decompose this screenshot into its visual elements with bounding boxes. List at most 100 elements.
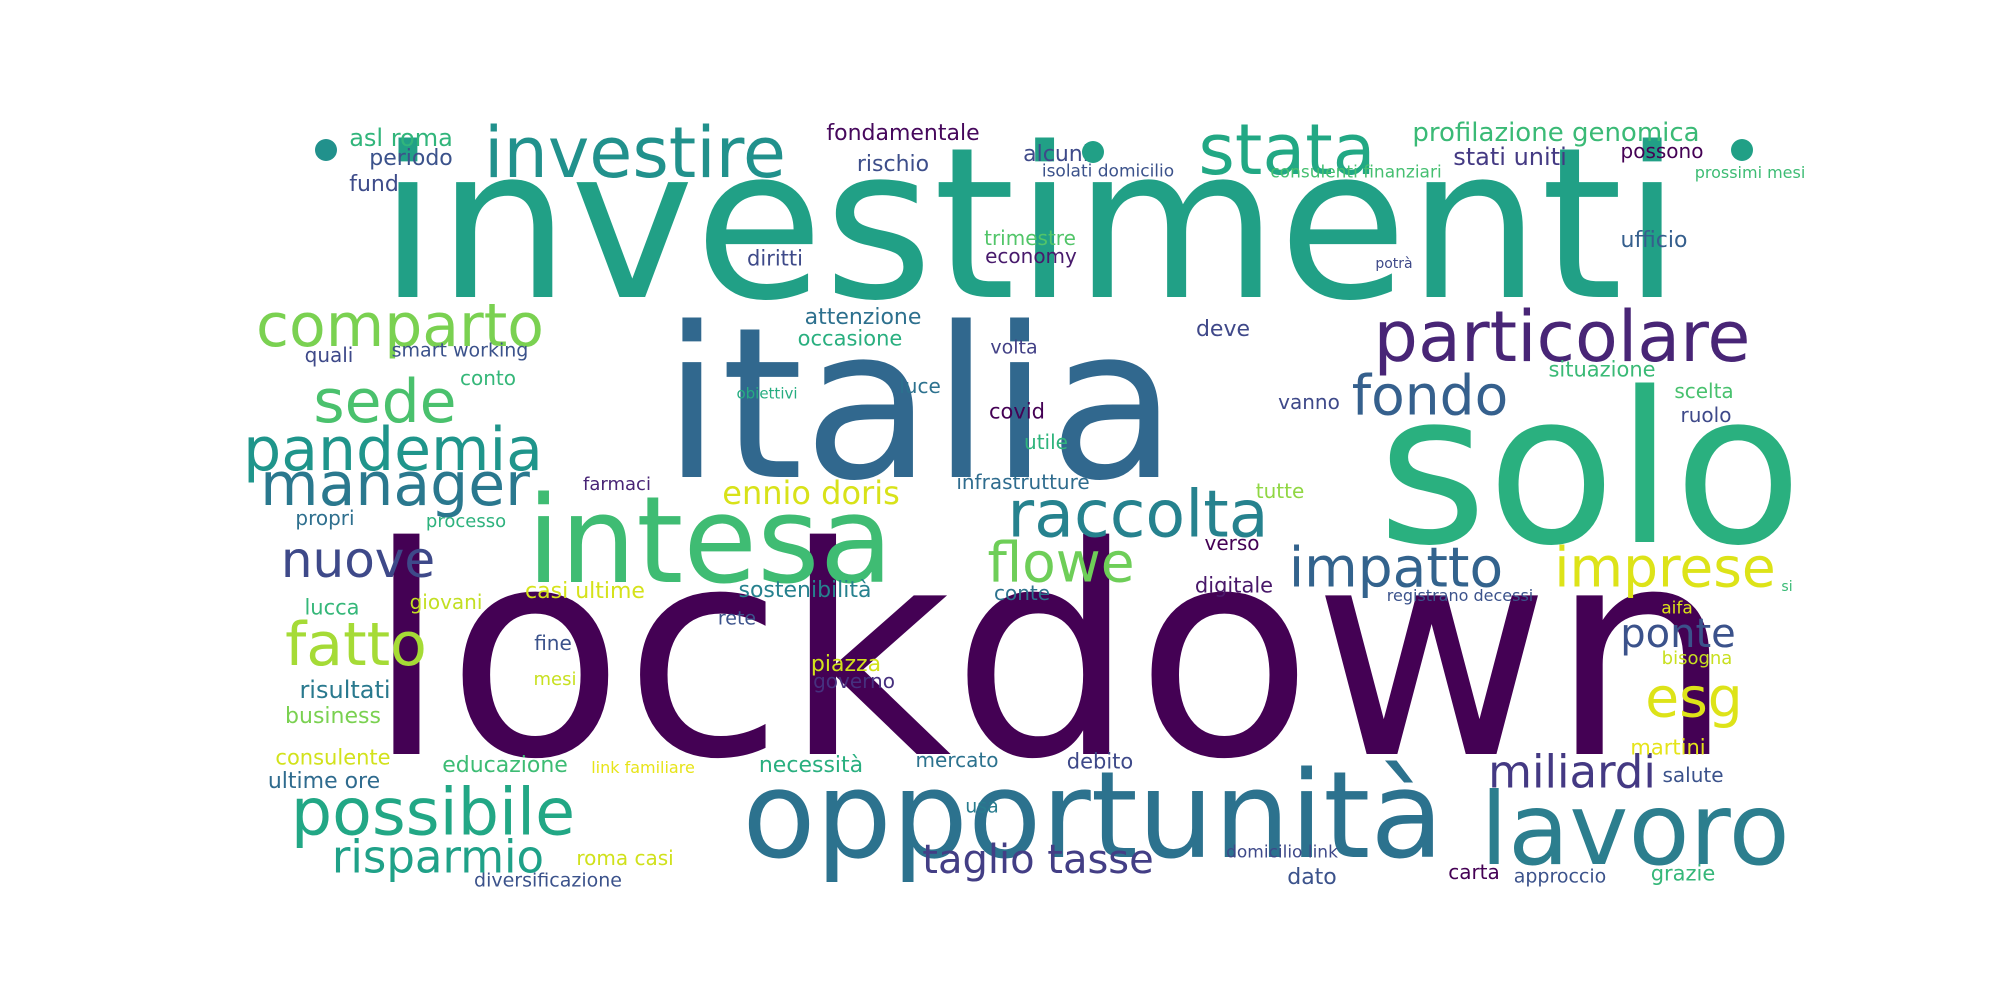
word-digitale: digitale [1194, 573, 1274, 598]
word-bisogna: bisogna [1661, 648, 1733, 669]
word-lucca: lucca [304, 595, 360, 620]
word-piazza: piazza [810, 652, 882, 677]
word-farmaci: farmaci [583, 474, 651, 495]
word-mercato: mercato [915, 748, 999, 772]
word-approccio: approccio [1513, 865, 1607, 888]
word-occasione: occasione [797, 326, 903, 351]
word-situazione: situazione [1548, 357, 1656, 382]
word-raccolta: raccolta [1007, 477, 1269, 553]
word-sostenibilita: sostenibilità [738, 578, 872, 603]
word-deve: deve [1195, 317, 1251, 342]
word-italia: italia [662, 282, 1178, 527]
word-domicilio-link: domicilio link [1226, 842, 1338, 863]
word-processo: processo [425, 511, 507, 532]
word-conto: conto [460, 366, 516, 390]
word-opportunita: opportunità [742, 747, 1444, 886]
word-fondamentale: fondamentale [826, 121, 980, 146]
word-roma-casi: roma casi [576, 846, 674, 870]
word-luce: luce [899, 374, 941, 398]
word-intesa: intesa [526, 472, 894, 611]
word-fine: fine [534, 631, 572, 655]
word-fatto: fatto [285, 610, 427, 680]
word-business: business [285, 704, 381, 729]
word-propri: propri [295, 506, 355, 530]
word-volta: volta [990, 336, 1038, 359]
word-solo: solo [1377, 347, 1803, 592]
word-registrano-decessi: registrano decessi [1386, 586, 1534, 605]
word-smart-working: smart working [391, 339, 529, 362]
word-alcuni: alcuni [1023, 142, 1089, 167]
word-scelta: scelta [1674, 379, 1734, 403]
word-rischio: rischio [856, 152, 930, 177]
word-fondo: fondo [1351, 363, 1509, 428]
word-conte: conte [993, 581, 1051, 605]
word-link-familiare: link familiare [591, 758, 695, 777]
word-manager: manager [260, 450, 530, 520]
word-profilazione-genomica: profilazione genomica [1412, 118, 1700, 148]
word-diritti: diritti [747, 246, 803, 271]
word-ufficio: ufficio [1620, 228, 1688, 253]
word-investimenti: investimenti [378, 102, 1682, 347]
word-grazie: grazie [1650, 861, 1716, 886]
word-periodo: periodo [369, 146, 453, 171]
word-infrastrutture: infrastrutture [956, 470, 1090, 494]
decorative-dot [1731, 139, 1753, 161]
word-particolare: particolare [1373, 296, 1751, 378]
word-utile: utile [1024, 430, 1068, 454]
word-verso: verso [1204, 531, 1260, 555]
decorative-dot [315, 139, 337, 161]
word-necessita: necessità [758, 753, 864, 778]
word-consulenti-finanziari: consulenti finanziari [1270, 162, 1442, 183]
word-ultime-ore: ultime ore [267, 769, 381, 794]
word-covid: covid [989, 399, 1045, 424]
word-tutte: tutte [1255, 479, 1305, 503]
word-dato: dato [1287, 865, 1337, 890]
word-fund: fund [349, 172, 399, 197]
word-possono: possono [1620, 139, 1704, 163]
word-miliardi: miliardi [1488, 745, 1656, 799]
word-ponte: ponte [1620, 611, 1736, 657]
word-debito: debito [1066, 749, 1134, 774]
word-impatto: impatto [1288, 535, 1504, 600]
word-esg: esg [1645, 665, 1743, 730]
word-asl-roma: asl roma [349, 124, 453, 152]
word-casi-ultime: casi ultime [525, 579, 645, 604]
word-ennio-doris: ennio doris [722, 474, 900, 512]
word-ruolo: ruolo [1680, 403, 1732, 427]
word-educazione: educazione [442, 753, 568, 778]
word-usa: usa [965, 795, 999, 818]
word-possibile: possibile [290, 775, 576, 851]
word-investire: investire [484, 112, 786, 194]
word-vanno: vanno [1278, 390, 1340, 414]
word-taglio-tasse: taglio tasse [922, 837, 1154, 883]
word-carta: carta [1448, 860, 1500, 884]
word-salute: salute [1662, 763, 1724, 787]
word-potra: potrà [1375, 256, 1413, 272]
word-stata: stata [1198, 109, 1376, 191]
word-comparto: comparto [256, 291, 544, 361]
word-imprese: imprese [1554, 535, 1776, 600]
word-consulente: consulente [275, 745, 391, 770]
word-prossimi-mesi: prossimi mesi [1694, 163, 1806, 182]
word-obiettivi: obiettivi [736, 384, 798, 403]
word-quali: quali [304, 343, 354, 367]
word-governo: governo [813, 669, 895, 693]
decorative-dot [1082, 141, 1104, 163]
word-economy: economy [985, 244, 1077, 268]
word-si: si [1781, 579, 1793, 595]
word-diversificazione: diversificazione [474, 869, 622, 892]
word-attenzione: attenzione [804, 305, 922, 330]
word-flowe: flowe [987, 530, 1135, 595]
word-lavoro: lavoro [1480, 771, 1790, 888]
word-giovani: giovani [409, 590, 483, 614]
word-isolati-domicilio: isolati domicilio [1041, 161, 1175, 182]
word-nuove: nuove [280, 531, 436, 589]
word-pandemia: pandemia [243, 415, 543, 485]
word-lockdown: lockdown [366, 486, 1734, 823]
word-aifa: aifa [1661, 598, 1693, 619]
word-rete: rete [717, 607, 757, 630]
word-trimestre: trimestre [984, 226, 1076, 250]
word-sede: sede [313, 367, 457, 437]
word-martini: martini [1630, 735, 1706, 760]
